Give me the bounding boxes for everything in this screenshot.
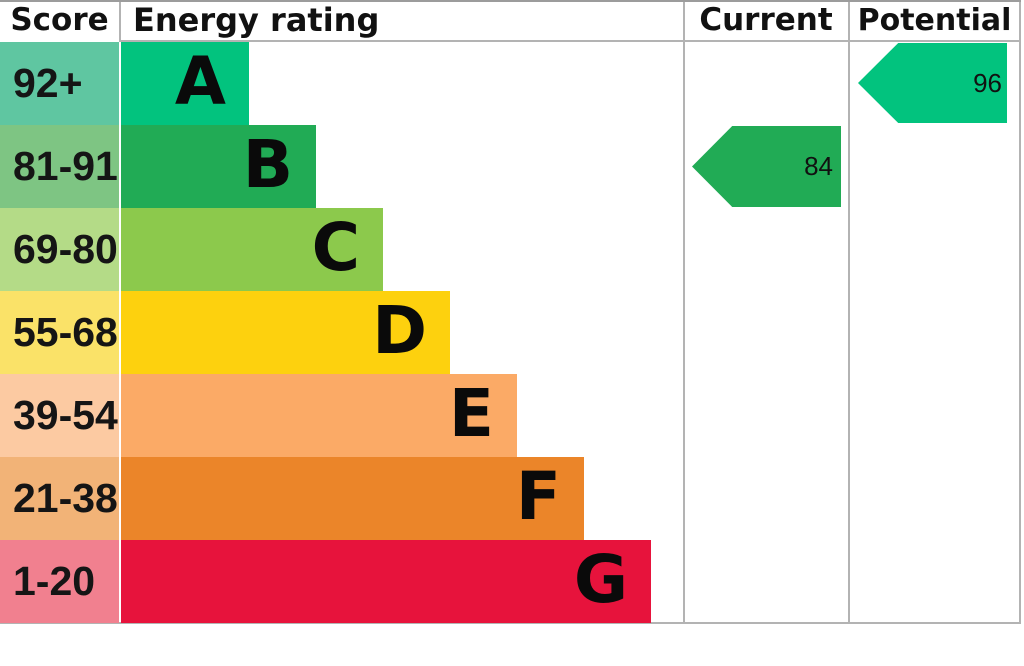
header-bottom-border [119, 40, 1021, 42]
potential-column-divider [848, 2, 850, 622]
column-header-score: Score [10, 2, 109, 38]
rating-band-letter: F [515, 457, 561, 535]
score-range-cell: 69-80 [0, 208, 119, 291]
rating-band-letter: D [372, 291, 427, 369]
potential-rating-arrow: 96 [858, 43, 1007, 123]
potential-rating-value: 96 [973, 67, 1002, 98]
table-right-border [1019, 2, 1021, 622]
score-column-divider [119, 2, 121, 40]
current-rating-arrow: 84 [692, 126, 841, 207]
score-range-cell: 21-38 [0, 457, 119, 540]
column-header-potential: Potential [857, 2, 1012, 38]
rating-band-bar: C [121, 208, 383, 291]
rating-band-bar: F [121, 457, 584, 540]
rating-band-letter: E [448, 374, 494, 452]
rating-band-bar: D [121, 291, 450, 374]
rating-band-bar: A [121, 42, 249, 125]
score-range-cell: 1-20 [0, 540, 119, 623]
rating-band-letter: B [242, 125, 293, 203]
current-column-divider [683, 2, 685, 622]
rating-band-letter: A [174, 42, 226, 120]
rating-band-letter: C [311, 208, 360, 286]
table-bottom-border [0, 622, 1021, 624]
rating-band-bar: E [121, 374, 517, 457]
column-header-current: Current [699, 2, 833, 38]
rating-band-letter: G [573, 540, 628, 618]
score-range-cell: 81-91 [0, 125, 119, 208]
score-range-cell: 55-68 [0, 291, 119, 374]
current-rating-value: 84 [804, 151, 833, 181]
rating-band-bar: B [121, 125, 316, 208]
table-top-border [0, 0, 1021, 2]
column-header-energy-rating: Energy rating [133, 1, 380, 39]
rating-band-bar: G [121, 540, 651, 623]
score-range-cell: 39-54 [0, 374, 119, 457]
score-range-cell: 92+ [0, 42, 119, 125]
